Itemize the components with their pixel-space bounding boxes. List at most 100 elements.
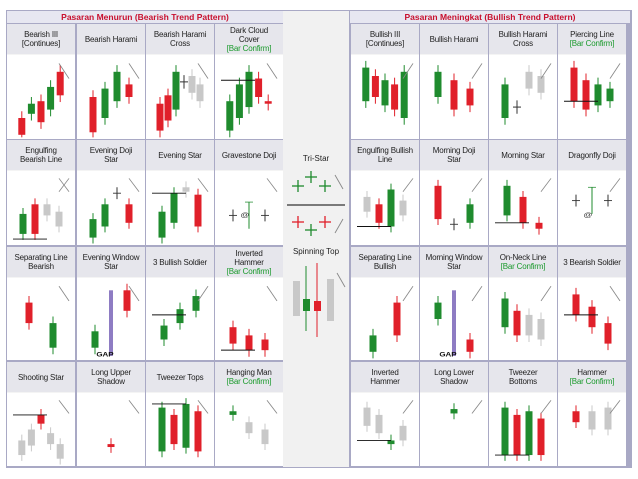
pattern-illustration [420, 55, 488, 139]
candle [49, 316, 57, 355]
uptrend-arrow [540, 286, 552, 302]
downtrend-arrow [197, 178, 209, 192]
candle [501, 401, 509, 461]
candle [245, 201, 253, 229]
pattern-illustration [489, 393, 557, 466]
bearish-pattern-cell: Evening Doji Star [77, 140, 145, 245]
pattern-name-line: [Continues] [365, 39, 405, 48]
candle [434, 65, 442, 104]
pattern-illustration [351, 393, 419, 466]
candlestick-diagram [434, 178, 483, 231]
doji-symbol: @ [583, 211, 592, 219]
candle [192, 289, 200, 318]
candlestick-diagram: GAP [91, 283, 140, 359]
candle [434, 179, 442, 226]
candle [400, 65, 408, 125]
candlestick-diagram [221, 63, 278, 138]
candle [572, 287, 580, 322]
pattern-name-line: Cover [238, 34, 260, 44]
candle [399, 194, 407, 222]
candle [113, 187, 121, 200]
tri-star-diagram [287, 171, 345, 236]
candlestick-diagram [495, 178, 552, 235]
candle [245, 416, 253, 439]
bearish-pattern-cell: Evening Window Star GAP [77, 247, 145, 360]
pattern-illustration [146, 171, 214, 245]
candle [375, 198, 383, 229]
pattern-illustration [146, 278, 214, 360]
pattern-label: Morning Doji Star [420, 140, 488, 170]
candle [255, 71, 263, 104]
pattern-label: Dragonfly Doji [558, 140, 626, 170]
pattern-label: Inverted Hammer [Bar Confirm] [215, 247, 283, 277]
pattern-name-line: Long Upper [91, 368, 131, 377]
candle [107, 438, 115, 453]
bullish-pattern-cell: Piercing Line [Bar Confirm] [558, 24, 626, 139]
pattern-name-line: Shooting Star [18, 372, 64, 382]
candle [604, 194, 612, 207]
candle [47, 427, 55, 450]
pattern-illustration: @ [215, 171, 283, 245]
downtrend-arrow [128, 400, 140, 414]
candle [113, 65, 121, 108]
bullish-pattern-cell: Engulfing Bullish Line [351, 140, 419, 245]
pattern-name-line: 3 Bullish Soldier [153, 257, 207, 267]
candle [196, 77, 204, 108]
pattern-label: Morning Window Star [420, 247, 488, 277]
candle [37, 94, 45, 129]
pattern-name-line: Bottoms [509, 377, 537, 386]
pattern-label: On-Neck Line [Bar Confirm] [489, 247, 557, 277]
spinning-top-label: Spinning Top [292, 247, 340, 256]
candle [180, 75, 188, 89]
bearish-pattern-cell: Shooting Star [7, 362, 75, 466]
pattern-label: Hanging Man [Bar Confirm] [215, 362, 283, 392]
candlestick-diagram [357, 178, 414, 233]
pattern-name-line: Separating Line [14, 253, 68, 262]
pattern-name-line: Piercing Line [570, 30, 614, 39]
candlestick-diagram [107, 400, 140, 453]
uptrend-arrow [609, 400, 621, 414]
pattern-label: Morning Star [489, 140, 557, 170]
pattern-illustration [489, 55, 557, 139]
candle [164, 88, 172, 128]
pattern-illustration [351, 171, 419, 245]
pattern-name-line: Dark Cloud [229, 25, 269, 35]
bullish-pattern-cell: Morning Window Star GAP [420, 247, 488, 360]
downtrend-arrow [128, 63, 140, 79]
pattern-name-line: Gravestone Doji [221, 150, 277, 160]
candlestick-diagram: @ [229, 178, 278, 229]
candlestick-diagram: @ [572, 178, 621, 219]
candle [535, 216, 543, 235]
pattern-label: Evening Window Star [77, 247, 145, 277]
pattern-label: Evening Star [146, 140, 214, 170]
candle [37, 409, 45, 430]
pattern-illustration [489, 278, 557, 360]
candle [18, 111, 26, 138]
candlestick-diagram: GAP [434, 286, 483, 359]
candle [125, 77, 133, 104]
bar-confirm-note: [Bar Confirm] [226, 43, 272, 53]
candlestick-diagram [156, 63, 209, 138]
pattern-name-line: Inverted [235, 248, 263, 258]
center-column: Tri-Star Spinning Top [283, 11, 349, 467]
pattern-name-line: On-Neck Line [499, 253, 547, 262]
bearish-pattern-cell: Dark Cloud Cover [Bar Confirm] [215, 24, 283, 139]
candlestick-diagram [434, 63, 483, 117]
candle [393, 296, 401, 342]
pattern-name-line: Hanging Man [226, 368, 272, 377]
uptrend-arrow [609, 178, 621, 192]
pattern-label: Tweezer Bottoms [489, 362, 557, 392]
candlestick-diagram [572, 400, 621, 436]
pattern-label: Tweezer Tops [146, 362, 214, 392]
downtrend-arrow [609, 286, 621, 302]
downtrend-arrow [266, 63, 278, 79]
candle [525, 308, 533, 342]
candle [264, 94, 272, 111]
pattern-name-line: Bullish Harami [498, 30, 548, 39]
candle [101, 198, 109, 233]
downtrend-arrow [266, 286, 278, 302]
candlestick-diagram [152, 286, 209, 347]
gap-label: GAP [96, 350, 113, 358]
pattern-label: Bullish III [Continues] [351, 24, 419, 54]
candle [572, 194, 580, 207]
